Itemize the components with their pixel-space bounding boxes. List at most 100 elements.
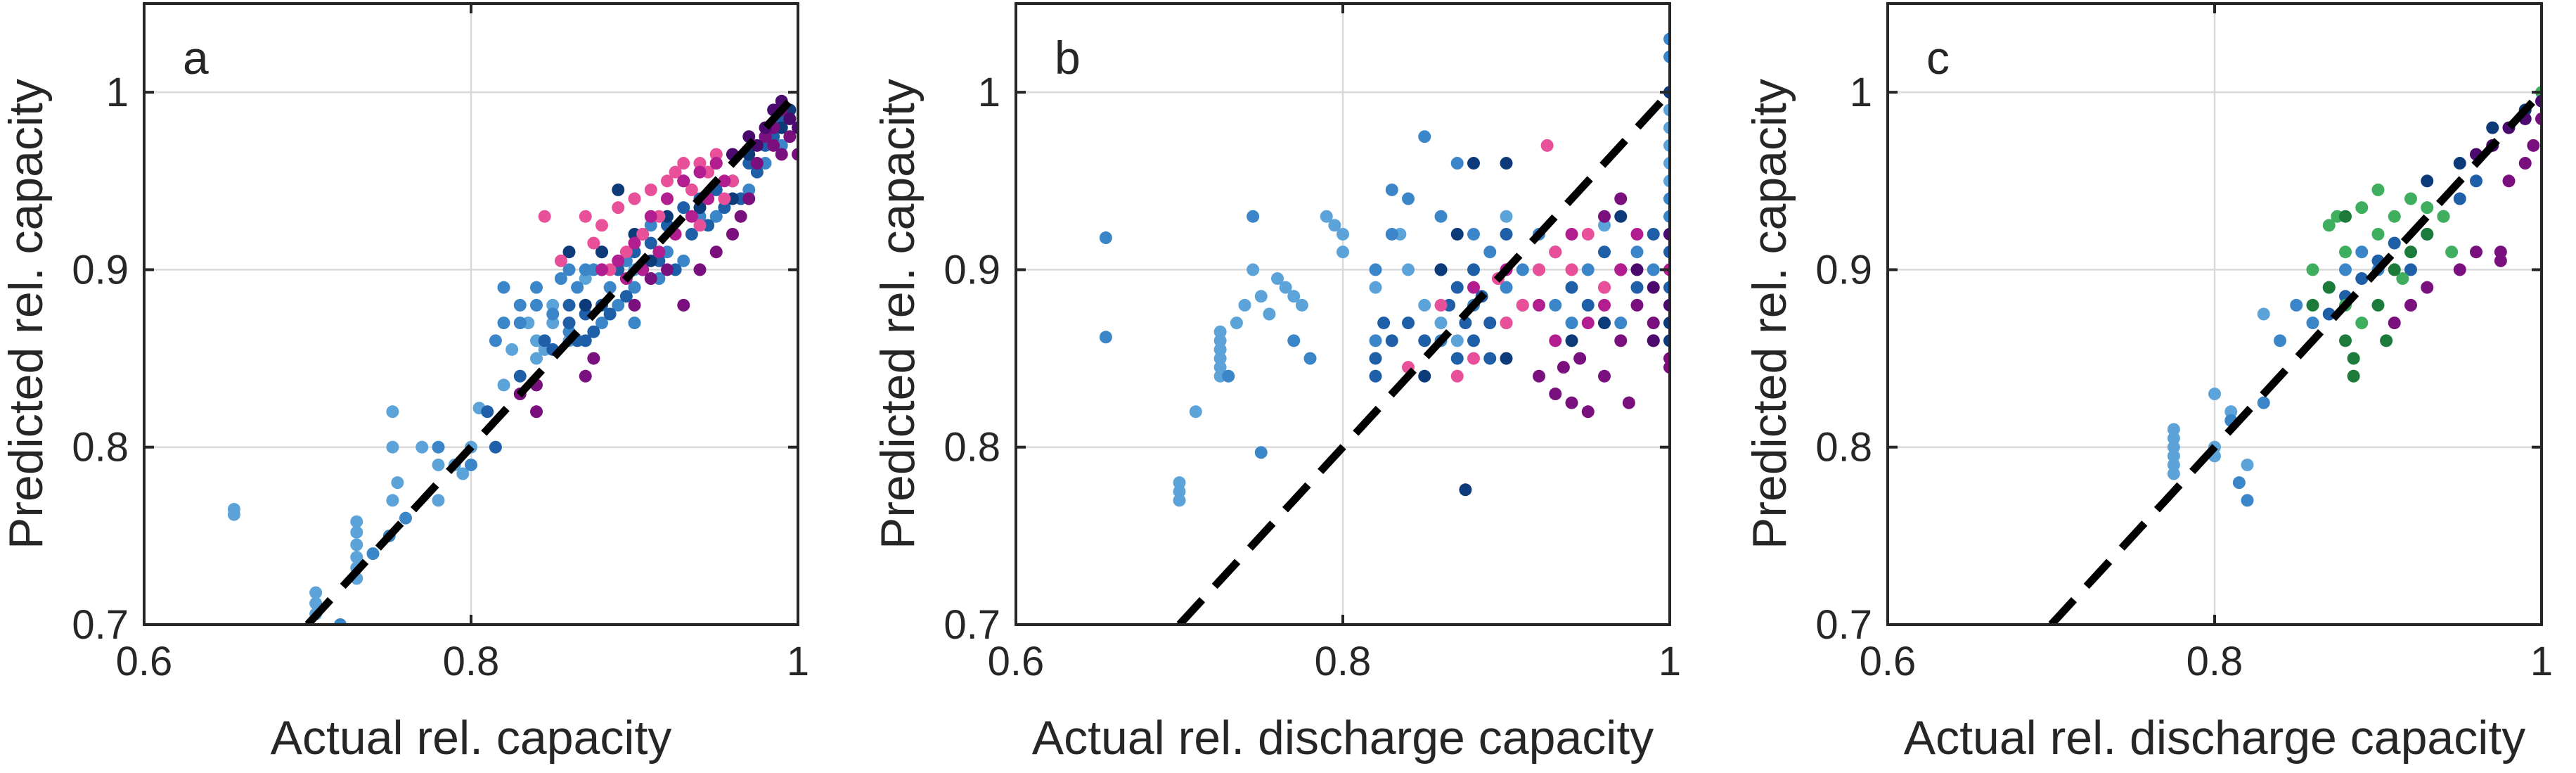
scatter-point bbox=[2355, 272, 2369, 286]
identity-reference-line bbox=[1176, 89, 1670, 625]
scatter-point bbox=[1467, 227, 1480, 241]
scatter-point bbox=[1557, 361, 1570, 374]
scatter-points bbox=[227, 94, 798, 625]
scatter-point bbox=[2274, 334, 2286, 347]
x-tick-label: 0.8 bbox=[2187, 639, 2243, 684]
scatter-point bbox=[2232, 476, 2246, 490]
scatter-point bbox=[1663, 334, 1670, 347]
scatter-point bbox=[1565, 281, 1578, 294]
x-tick-label: 0.8 bbox=[1315, 639, 1372, 684]
scatter-point bbox=[350, 525, 363, 539]
scatter-point bbox=[1663, 121, 1670, 134]
panel-letter: a bbox=[183, 32, 209, 84]
scatter-point bbox=[1337, 245, 1349, 259]
scatter-point bbox=[1663, 192, 1670, 205]
scatter-point bbox=[1581, 263, 1595, 276]
scatter-point bbox=[1450, 157, 1464, 170]
scatter-point bbox=[2241, 494, 2254, 507]
scatter-point bbox=[2306, 317, 2319, 330]
scatter-point bbox=[1385, 334, 1398, 347]
scatter-point bbox=[1271, 272, 1284, 286]
scatter-point bbox=[1434, 317, 1448, 330]
scatter-point bbox=[2355, 317, 2369, 330]
scatter-point bbox=[562, 245, 576, 259]
scatter-point bbox=[1099, 231, 1112, 245]
scatter-point bbox=[1303, 352, 1317, 365]
scatter-point bbox=[612, 201, 625, 215]
scatter-point bbox=[734, 210, 747, 223]
scatter-point bbox=[1598, 219, 1611, 232]
scatter-point bbox=[1369, 281, 1382, 294]
scatter-point bbox=[1173, 494, 1186, 507]
scatter-point bbox=[2527, 139, 2540, 152]
scatter-point bbox=[2167, 467, 2180, 480]
scatter-point bbox=[2494, 245, 2507, 259]
scatter-point bbox=[350, 551, 363, 564]
scatter-point bbox=[1450, 227, 1464, 241]
scatter-point bbox=[399, 511, 412, 525]
x-tick-label: 1 bbox=[1659, 639, 1681, 684]
scatter-point bbox=[685, 210, 698, 223]
scatter-point bbox=[628, 281, 641, 294]
scatter-point bbox=[1173, 485, 1186, 498]
scatter-point bbox=[636, 227, 650, 241]
scatter-point bbox=[709, 157, 723, 170]
scatter-point bbox=[571, 281, 584, 294]
scatter-point bbox=[2437, 210, 2450, 223]
scatter-point bbox=[1663, 103, 1670, 117]
scatter-point bbox=[1213, 343, 1227, 356]
scatter-point bbox=[386, 440, 399, 454]
scatter-point bbox=[1549, 245, 1562, 259]
scatter-point bbox=[1500, 210, 1513, 223]
scatter-point bbox=[1500, 227, 1513, 241]
scatter-point bbox=[1402, 192, 1415, 205]
scatter-point bbox=[2167, 432, 2180, 445]
scatter-point bbox=[505, 343, 519, 356]
scatter-point bbox=[546, 317, 560, 330]
scatter-points bbox=[1099, 32, 1670, 507]
scatter-point bbox=[1598, 210, 1611, 223]
scatter-point bbox=[2306, 263, 2319, 276]
scatter-point bbox=[554, 272, 567, 286]
scatter-point bbox=[1483, 245, 1497, 259]
scatter-point bbox=[2535, 112, 2542, 125]
scatter-point bbox=[1549, 298, 1562, 312]
scatter-point bbox=[1565, 334, 1578, 347]
y-tick-label: 1 bbox=[978, 70, 1000, 115]
scatter-point bbox=[677, 298, 690, 312]
scatter-point bbox=[562, 298, 576, 312]
scatter-point bbox=[1663, 50, 1670, 63]
scatter-point bbox=[391, 476, 404, 490]
x-tick-label: 0.6 bbox=[988, 639, 1045, 684]
scatter-point bbox=[579, 298, 592, 312]
scatter-point bbox=[579, 263, 592, 276]
scatter-point bbox=[750, 157, 764, 170]
y-tick-label: 1 bbox=[106, 70, 129, 115]
scatter-point bbox=[2322, 281, 2336, 294]
scatter-point bbox=[1418, 298, 1431, 312]
scatter-point bbox=[1614, 317, 1628, 330]
scatter-point bbox=[644, 183, 657, 196]
panel-letter: c bbox=[1926, 32, 1950, 84]
scatter-point bbox=[1402, 263, 1415, 276]
scatter-point bbox=[718, 192, 731, 205]
scatter-point bbox=[1483, 352, 1497, 365]
scatter-point bbox=[677, 174, 690, 188]
scatter-points bbox=[2167, 86, 2542, 507]
x-axis-label: Actual rel. capacity bbox=[271, 711, 672, 765]
scatter-point bbox=[2355, 245, 2369, 259]
y-tick-label: 0.9 bbox=[944, 247, 1000, 293]
scatter-point bbox=[1663, 298, 1670, 312]
scatter-point bbox=[661, 192, 674, 205]
scatter-point bbox=[1173, 476, 1186, 490]
scatter-point bbox=[2339, 210, 2352, 223]
scatter-point bbox=[2371, 227, 2385, 241]
scatter-point bbox=[562, 263, 576, 276]
scatter-point bbox=[350, 515, 363, 528]
scatter-point bbox=[1450, 281, 1464, 294]
scatter-point bbox=[1540, 139, 1554, 152]
scatter-point bbox=[1533, 369, 1545, 383]
scatter-point bbox=[693, 219, 707, 232]
scatter-point bbox=[1213, 352, 1227, 365]
scatter-point bbox=[538, 334, 551, 347]
